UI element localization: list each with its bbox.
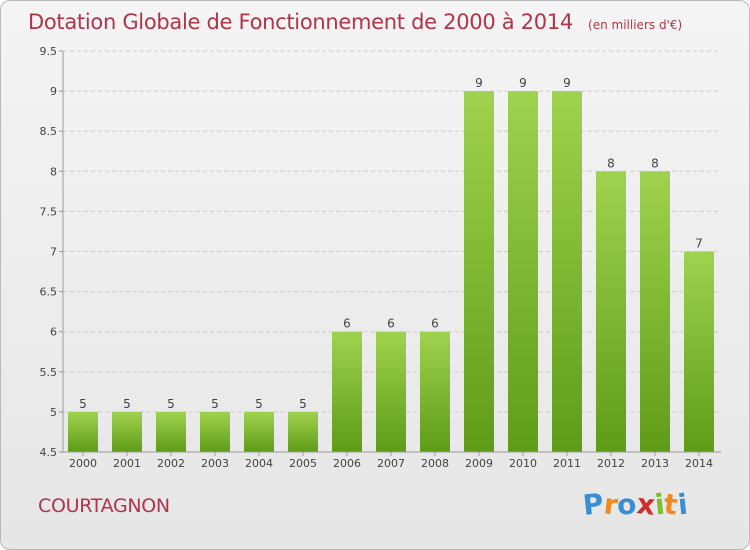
bar-2000 [68, 411, 98, 452]
y-tick-label: 7.5 [40, 205, 58, 218]
y-tick-label: 9.5 [40, 45, 58, 58]
y-tick-label: 9 [50, 85, 57, 98]
data-label-2003: 5 [211, 397, 219, 411]
y-tick-label: 6.5 [40, 286, 58, 299]
x-tick-label-2007: 2007 [377, 457, 405, 470]
data-label-2001: 5 [123, 397, 131, 411]
axes [59, 50, 721, 456]
chart-title-main: Dotation Globale de Fonctionnement de 20… [28, 10, 573, 34]
x-tick-label-2008: 2008 [421, 457, 449, 470]
chart-title: Dotation Globale de Fonctionnement de 20… [28, 10, 682, 34]
data-label-2011: 9 [563, 76, 571, 90]
x-tick-label-2002: 2002 [157, 457, 185, 470]
x-tick-label-2009: 2009 [465, 457, 493, 470]
x-tick-label-2011: 2011 [553, 457, 581, 470]
data-label-2006: 6 [343, 317, 351, 331]
bar-2014 [684, 251, 714, 452]
bar-2002 [156, 411, 186, 452]
x-tick-label-2000: 2000 [69, 457, 97, 470]
y-tick-label: 5 [50, 406, 57, 419]
data-label-2012: 8 [607, 156, 615, 170]
bar-2011 [552, 91, 582, 452]
x-tick-label-2013: 2013 [641, 457, 669, 470]
data-label-2014: 7 [695, 237, 703, 251]
bar-2013 [640, 171, 670, 453]
x-tick-label-2005: 2005 [289, 457, 317, 470]
bar-2008 [420, 331, 450, 452]
data-label-2002: 5 [167, 397, 175, 411]
bar-2009 [464, 91, 494, 452]
bar-2007 [376, 331, 406, 452]
bar-2004 [244, 411, 274, 452]
y-tick-label: 8.5 [40, 125, 58, 138]
x-tick-label-2001: 2001 [113, 457, 141, 470]
bar-2005 [288, 411, 318, 452]
y-tick-label: 7 [50, 246, 57, 259]
x-tick-label-2003: 2003 [201, 457, 229, 470]
y-tick-label: 8 [50, 165, 57, 178]
y-tick-label: 5.5 [40, 366, 58, 379]
data-label-2008: 6 [431, 317, 439, 331]
y-tick-label: 4.5 [40, 446, 58, 459]
x-tick-label-2014: 2014 [685, 457, 713, 470]
bar-2012 [596, 171, 626, 453]
data-label-2007: 6 [387, 317, 395, 331]
bar-2006 [332, 331, 362, 452]
bar-2001 [112, 411, 142, 452]
x-tick-label-2010: 2010 [509, 457, 537, 470]
proxiti-logo[interactable]: Proxiti [581, 487, 689, 522]
data-label-2000: 5 [79, 397, 87, 411]
x-tick-label-2004: 2004 [245, 457, 273, 470]
bars [68, 91, 714, 453]
data-label-2013: 8 [651, 156, 659, 170]
commune-name: COURTAGNON [38, 495, 170, 517]
data-label-2004: 5 [255, 397, 263, 411]
data-label-2010: 9 [519, 76, 527, 90]
logo-letter: i [675, 487, 689, 522]
bar-2010 [508, 91, 538, 452]
x-tick-label-2006: 2006 [333, 457, 361, 470]
x-tick-label-2012: 2012 [597, 457, 625, 470]
data-label-2009: 9 [475, 76, 483, 90]
bar-2003 [200, 411, 230, 452]
labels: 4.5 5 5.5 6 6.5 7 7.5 8 8.5 9 9.5 5 2000 5 2001 5 2002 5 2… [40, 45, 714, 470]
data-label-2005: 5 [299, 397, 307, 411]
chart-title-unit: (en milliers d'€) [588, 18, 683, 32]
y-tick-label: 6 [50, 326, 57, 339]
